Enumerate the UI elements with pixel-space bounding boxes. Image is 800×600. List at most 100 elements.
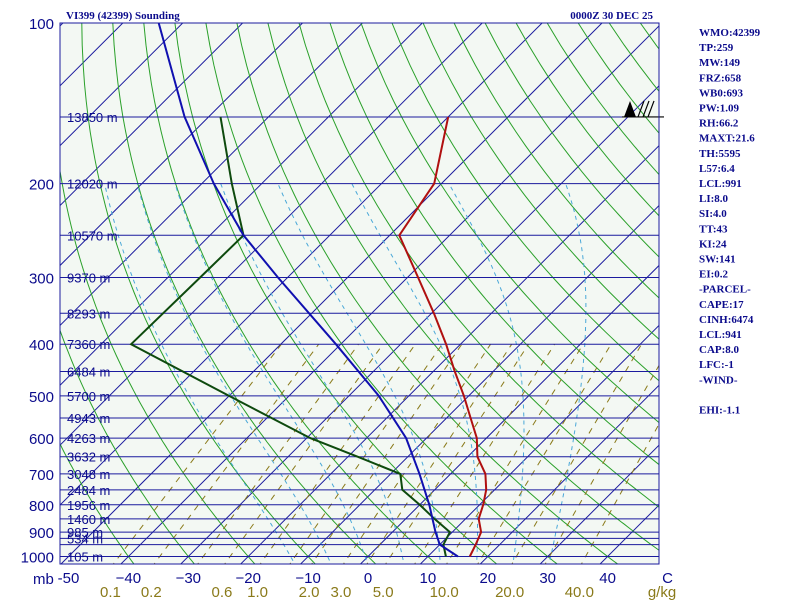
index-entry: LCL:991 xyxy=(699,178,742,190)
index-entry: LFC:-1 xyxy=(699,359,734,371)
isotherm-line xyxy=(60,23,304,267)
height-label: 8293 m xyxy=(67,306,110,321)
index-entry: TH:5595 xyxy=(699,148,741,160)
wind-barb xyxy=(622,100,664,118)
plot-frame xyxy=(59,22,660,565)
dewpoint-profile xyxy=(129,116,452,557)
index-entry: TP:259 xyxy=(699,42,734,54)
mixing-ratio-label: 2.0 xyxy=(299,584,320,600)
height-label: 105 m xyxy=(67,550,103,565)
wind-barb-feather xyxy=(647,100,655,118)
temperature-profile xyxy=(398,116,488,557)
temperature-tick-label: 10 xyxy=(420,570,437,587)
mixing-ratio-line xyxy=(224,343,384,564)
mixing-ratio-label: 20.0 xyxy=(495,584,524,600)
mixing-ratio-line xyxy=(511,343,643,564)
index-entry: KI:24 xyxy=(699,238,727,250)
pressure-label: 1000 xyxy=(21,550,54,567)
index-entry: CINH:6474 xyxy=(699,314,754,326)
temperature-tick-label: 0 xyxy=(364,570,372,587)
temperature-tick-label: 30 xyxy=(539,570,556,587)
pressure-labels: 100 200 300 400 500 600 700 800 900 1000 mb xyxy=(21,16,54,588)
temperature-tick-label: -50 xyxy=(58,570,80,587)
isotherm-line xyxy=(239,144,659,564)
mixing-ratio-label: 0.6 xyxy=(212,584,233,600)
isotherm-line xyxy=(60,23,424,387)
pressure-label: 400 xyxy=(29,337,54,354)
index-entry: -PARCEL- xyxy=(699,284,751,296)
isotherm-line xyxy=(180,85,659,564)
mixing-ratio-label: 10.0 xyxy=(430,584,459,600)
index-entry: RH:66.2 xyxy=(699,118,739,130)
height-label: 13850 m xyxy=(67,110,118,125)
wind-barb-feather xyxy=(637,100,645,118)
station-title: VI399 (42399) Sounding xyxy=(66,10,180,22)
index-entry: MW:149 xyxy=(699,57,740,69)
pressure-label: 800 xyxy=(29,498,54,515)
isotherm-line xyxy=(299,204,659,564)
mixing-ratio-label: 0.1 xyxy=(100,584,121,600)
isobars xyxy=(60,116,659,557)
pressure-unit-label: mb xyxy=(33,571,54,588)
index-entry: LI:8.0 xyxy=(699,193,729,205)
wind-barb-flag xyxy=(624,100,636,117)
isotherm-line xyxy=(60,23,483,446)
mixing-ratio-line xyxy=(153,343,320,564)
sounding-time: 0000Z 30 DEC 25 xyxy=(570,10,653,22)
height-label: 3048 m xyxy=(67,467,110,482)
height-label: 7360 m xyxy=(67,337,110,352)
moist-adiabat-line xyxy=(277,183,441,564)
height-labels: 13850 m 12020 m 10570 m 9370 m 8293 m 7360 m 6… xyxy=(67,110,118,565)
temperature-axis-labels: -50 −40 −30 −20 −10 0 10 20 30 40 C xyxy=(58,570,673,587)
index-entry: L57:6.4 xyxy=(699,163,735,175)
index-entry: -WIND- xyxy=(699,374,738,386)
isotherm-line xyxy=(60,23,364,327)
mixing-ratio-line xyxy=(445,343,584,564)
height-label: 9370 m xyxy=(67,271,110,286)
mixing-ratio-line xyxy=(414,343,556,564)
index-entry: MAXT:21.6 xyxy=(699,133,755,145)
pressure-label: 300 xyxy=(29,271,54,288)
height-label: 4943 m xyxy=(67,411,110,426)
temperature-tick-label: 20 xyxy=(479,570,496,587)
dry-adiabat-line xyxy=(60,328,195,564)
index-entry: EI:0.2 xyxy=(699,269,729,281)
mixing-ratio-label: 40.0 xyxy=(565,584,594,600)
pressure-label: 200 xyxy=(29,177,54,194)
mixing-ratio-unit: g/kg xyxy=(648,584,676,600)
index-entry: EHI:-1.1 xyxy=(699,405,740,417)
index-entry: WB0:693 xyxy=(699,87,744,99)
mixing-ratio-line xyxy=(366,343,513,564)
height-label: 6484 m xyxy=(67,364,110,379)
height-label: 10570 m xyxy=(67,228,118,243)
temperature-tick-label: −20 xyxy=(235,570,260,587)
index-entry: FRZ:658 xyxy=(699,72,742,84)
isotherm-line xyxy=(120,25,659,564)
mixing-ratio-line xyxy=(311,343,463,564)
index-entry: SI:4.0 xyxy=(699,208,727,220)
pressure-label: 600 xyxy=(29,431,54,448)
mixing-ratio-line xyxy=(259,343,416,564)
mixing-ratio-line xyxy=(342,343,492,564)
isotherm-line xyxy=(419,324,659,564)
isotherm-line xyxy=(479,384,659,564)
index-entry: LCL:941 xyxy=(699,329,742,341)
height-label: 985 m xyxy=(67,525,103,540)
height-label: 534 m xyxy=(67,531,103,546)
height-label: 3632 m xyxy=(67,450,110,465)
temperature-tick-label: −40 xyxy=(116,570,141,587)
mixing-ratio-label: 0.2 xyxy=(141,584,162,600)
mixing-ratio-label: 5.0 xyxy=(373,584,394,600)
height-label: 2484 m xyxy=(67,483,110,498)
index-entry: PW:1.09 xyxy=(699,103,740,115)
mixing-ratio-line xyxy=(197,343,359,564)
index-entry: WMO:42399 xyxy=(699,27,761,39)
temperature-tick-label: 40 xyxy=(599,570,616,587)
moist-adiabat-line xyxy=(174,183,368,564)
mixing-ratio-label: 3.0 xyxy=(331,584,352,600)
mixing-ratio-labels: 0.1 0.2 0.6 1.0 2.0 3.0 5.0 10.0 20.0 40.0 g/kg xyxy=(100,584,676,600)
height-label: 1460 m xyxy=(67,512,110,527)
profile-lines xyxy=(129,23,488,558)
isotherm-line xyxy=(0,0,27,568)
